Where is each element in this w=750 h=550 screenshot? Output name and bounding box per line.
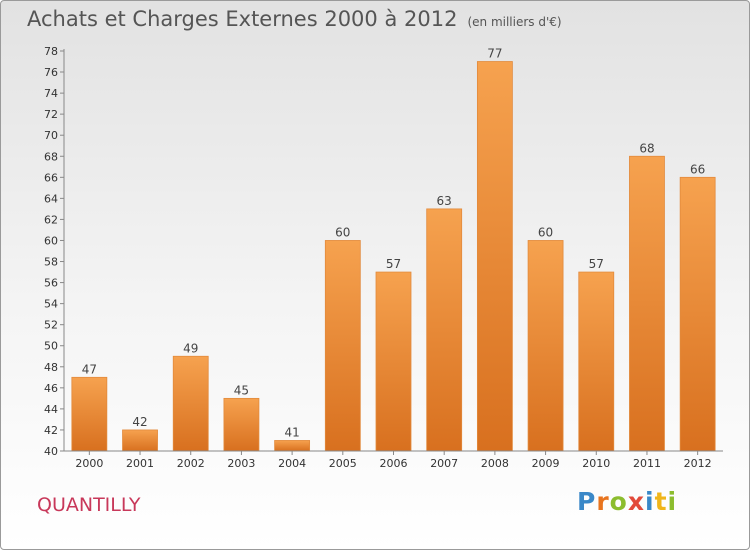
bars-group: 47 42 49 45 41 60 57 63 77 60 57 68 66 [71,47,716,452]
x-tick-label-2002: 2002 [177,457,205,470]
data-label-2001: 42 [132,415,147,429]
x-tick-label-2001: 2001 [126,457,154,470]
chart-subtitle: (en milliers d'€) [467,15,562,29]
y-tick-label-40: 40 [44,445,58,458]
chart-title: Achats et Charges Externes 2000 à 2012 (e… [27,7,562,31]
axes-group: 2000 2001 2002 2003 2004 2005 2006 2007 2008 2009… [44,45,723,470]
y-tick-label-58: 58 [44,256,58,269]
x-tick-label-2003: 2003 [227,457,255,470]
y-tick-label-74: 74 [44,87,58,100]
y-tick-label-76: 76 [44,66,58,79]
data-label-2006: 57 [386,257,401,271]
y-tick-label-68: 68 [44,150,58,163]
data-label-2012: 66 [690,162,705,176]
commune-name: QUANTILLY [37,494,141,516]
y-tick-label-44: 44 [44,403,58,416]
x-tick-label-2010: 2010 [582,457,610,470]
x-tick-label-2011: 2011 [633,457,661,470]
y-tick-label-64: 64 [44,192,58,205]
data-label-2004: 41 [284,425,299,439]
bar-2008 [476,61,513,452]
y-tick-label-70: 70 [44,129,58,142]
data-label-2007: 63 [437,194,452,208]
bar-2009 [527,240,564,452]
data-label-2002: 49 [183,341,198,355]
x-tick-label-2008: 2008 [481,457,509,470]
y-tick-label-66: 66 [44,171,58,184]
bar-2006 [375,271,412,452]
y-tick-label-50: 50 [44,340,58,353]
x-tick-label-2009: 2009 [532,457,560,470]
chart-title-text: Achats et Charges Externes 2000 à 2012 [27,7,458,31]
y-tick-label-46: 46 [44,382,58,395]
data-label-2008: 77 [487,47,502,61]
y-tick-label-56: 56 [44,277,58,290]
bar-2003 [223,397,260,452]
y-tick-label-42: 42 [44,424,58,437]
bar-2002 [172,355,209,452]
y-tick-label-48: 48 [44,361,58,374]
bar-2011 [629,155,665,452]
bar-2005 [324,240,361,452]
bar-2007 [426,208,463,452]
x-tick-label-2007: 2007 [430,457,458,470]
bar-2004 [274,440,311,452]
proxiti-logo: Proxiti [577,487,678,516]
y-tick-label-72: 72 [44,108,58,121]
data-label-2005: 60 [335,225,350,239]
bar-2012 [679,176,716,452]
data-label-2000: 47 [82,362,97,376]
x-tick-label-2000: 2000 [75,457,103,470]
data-label-2011: 68 [639,141,654,155]
y-tick-label-78: 78 [44,45,58,58]
bar-2000 [71,376,108,452]
bar-2001 [122,429,158,452]
bar-2010 [578,271,615,452]
data-label-2003: 45 [234,383,249,397]
x-tick-label-2012: 2012 [684,457,712,470]
x-tick-label-2005: 2005 [329,457,357,470]
x-tick-label-2006: 2006 [380,457,408,470]
data-label-2010: 57 [589,257,604,271]
data-label-2009: 60 [538,225,553,239]
y-tick-label-54: 54 [44,298,58,311]
y-tick-label-60: 60 [44,234,58,247]
y-tick-label-52: 52 [44,319,58,332]
x-tick-label-2004: 2004 [278,457,306,470]
y-tick-label-62: 62 [44,213,58,226]
